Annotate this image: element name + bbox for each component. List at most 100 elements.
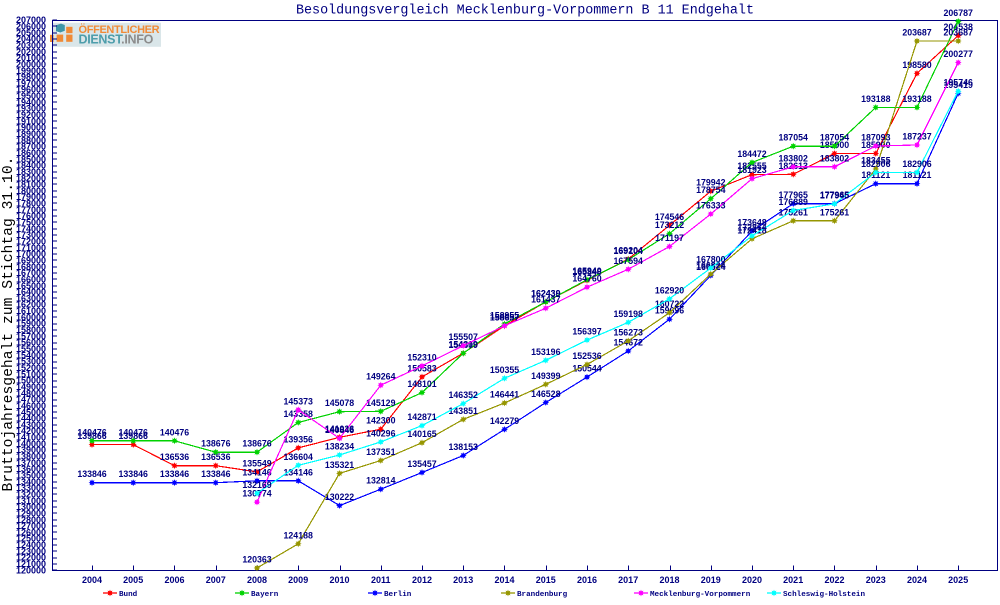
svg-text:2012: 2012: [412, 575, 432, 585]
svg-text:134146: 134146: [242, 467, 271, 477]
svg-text:175261: 175261: [820, 207, 849, 217]
svg-text:152000: 152000: [16, 363, 46, 373]
svg-text:172418: 172418: [737, 225, 766, 235]
svg-text:122000: 122000: [16, 553, 46, 563]
svg-text:179942: 179942: [696, 178, 725, 188]
svg-text:162439: 162439: [531, 288, 560, 298]
svg-text:144000: 144000: [16, 414, 46, 424]
svg-text:172864: 172864: [737, 222, 766, 232]
svg-text:154000: 154000: [16, 350, 46, 360]
svg-text:123000: 123000: [16, 546, 46, 556]
svg-text:205000: 205000: [16, 28, 46, 38]
svg-text:187054: 187054: [820, 133, 849, 143]
svg-text:173648: 173648: [737, 218, 766, 228]
svg-text:162430: 162430: [531, 288, 560, 298]
svg-text:200000: 200000: [16, 59, 46, 69]
svg-text:175000: 175000: [16, 218, 46, 228]
svg-text:2022: 2022: [824, 575, 844, 585]
svg-text:170000: 170000: [16, 249, 46, 259]
svg-text:121000: 121000: [16, 559, 46, 569]
svg-text:169204: 169204: [614, 246, 643, 256]
svg-text:179000: 179000: [16, 192, 46, 202]
svg-text:124188: 124188: [284, 530, 313, 540]
svg-text:207000: 207000: [16, 15, 46, 25]
svg-text:126000: 126000: [16, 527, 46, 537]
svg-text:159198: 159198: [614, 309, 643, 319]
svg-text:2020: 2020: [742, 575, 762, 585]
svg-text:142279: 142279: [490, 416, 519, 426]
svg-text:169104: 169104: [614, 246, 643, 256]
svg-text:199000: 199000: [16, 66, 46, 76]
svg-text:168000: 168000: [16, 262, 46, 272]
svg-text:136536: 136536: [160, 452, 189, 462]
svg-text:2025: 2025: [948, 575, 968, 585]
svg-text:Schleswig-Holstein: Schleswig-Holstein: [783, 591, 865, 599]
svg-text:167800: 167800: [696, 255, 725, 265]
svg-text:198000: 198000: [16, 72, 46, 82]
svg-text:191000: 191000: [16, 116, 46, 126]
svg-text:197000: 197000: [16, 78, 46, 88]
svg-text:178754: 178754: [696, 185, 725, 195]
svg-text:2024: 2024: [907, 575, 927, 585]
svg-text:138676: 138676: [201, 439, 230, 449]
svg-text:138234: 138234: [325, 442, 354, 452]
svg-text:139000: 139000: [16, 445, 46, 455]
svg-text:2016: 2016: [577, 575, 597, 585]
svg-text:182555: 182555: [737, 161, 766, 171]
svg-text:176333: 176333: [696, 201, 725, 211]
svg-text:152536: 152536: [572, 351, 601, 361]
svg-text:2007: 2007: [206, 575, 226, 585]
svg-text:183802: 183802: [779, 153, 808, 163]
svg-text:2019: 2019: [701, 575, 721, 585]
svg-text:159000: 159000: [16, 319, 46, 329]
svg-text:138153: 138153: [449, 442, 478, 452]
svg-text:184000: 184000: [16, 161, 46, 171]
svg-text:137000: 137000: [16, 458, 46, 468]
svg-text:155000: 155000: [16, 344, 46, 354]
svg-text:133846: 133846: [119, 469, 148, 479]
svg-text:157000: 157000: [16, 331, 46, 341]
svg-text:134146: 134146: [284, 467, 313, 477]
svg-text:177965: 177965: [820, 190, 849, 200]
svg-text:158000: 158000: [16, 325, 46, 335]
svg-text:146441: 146441: [490, 390, 519, 400]
svg-text:196000: 196000: [16, 85, 46, 95]
svg-text:145129: 145129: [366, 398, 395, 408]
svg-text:2009: 2009: [288, 575, 308, 585]
svg-text:167594: 167594: [614, 256, 643, 266]
svg-text:2013: 2013: [453, 575, 473, 585]
svg-text:156273: 156273: [614, 327, 643, 337]
svg-text:149264: 149264: [366, 372, 395, 382]
svg-text:193188: 193188: [861, 94, 890, 104]
svg-text:167000: 167000: [16, 268, 46, 278]
svg-text:135457: 135457: [407, 459, 436, 469]
svg-text:156000: 156000: [16, 338, 46, 348]
svg-text:155507: 155507: [449, 332, 478, 342]
svg-text:194000: 194000: [16, 97, 46, 107]
svg-text:195746: 195746: [944, 78, 973, 88]
svg-text:198580: 198580: [902, 60, 931, 70]
svg-text:2006: 2006: [164, 575, 184, 585]
svg-text:173000: 173000: [16, 230, 46, 240]
svg-text:150000: 150000: [16, 376, 46, 386]
svg-text:203687: 203687: [944, 28, 973, 38]
svg-text:2018: 2018: [659, 575, 679, 585]
svg-text:182000: 182000: [16, 173, 46, 183]
svg-text:190000: 190000: [16, 123, 46, 133]
svg-text:172000: 172000: [16, 237, 46, 247]
svg-text:163000: 163000: [16, 293, 46, 303]
svg-text:Berlin: Berlin: [384, 591, 412, 599]
svg-text:200277: 200277: [944, 49, 973, 59]
svg-text:161000: 161000: [16, 306, 46, 316]
svg-text:132169: 132169: [242, 480, 271, 490]
svg-text:DIENST.INFO: DIENST.INFO: [79, 32, 154, 46]
svg-text:158955: 158955: [490, 310, 519, 320]
svg-text:139356: 139356: [284, 434, 313, 444]
svg-text:164000: 164000: [16, 287, 46, 297]
svg-text:132000: 132000: [16, 490, 46, 500]
svg-text:176889: 176889: [779, 197, 808, 207]
svg-text:140165: 140165: [407, 429, 436, 439]
svg-text:2021: 2021: [783, 575, 803, 585]
svg-text:183000: 183000: [16, 167, 46, 177]
svg-text:132814: 132814: [366, 476, 395, 486]
